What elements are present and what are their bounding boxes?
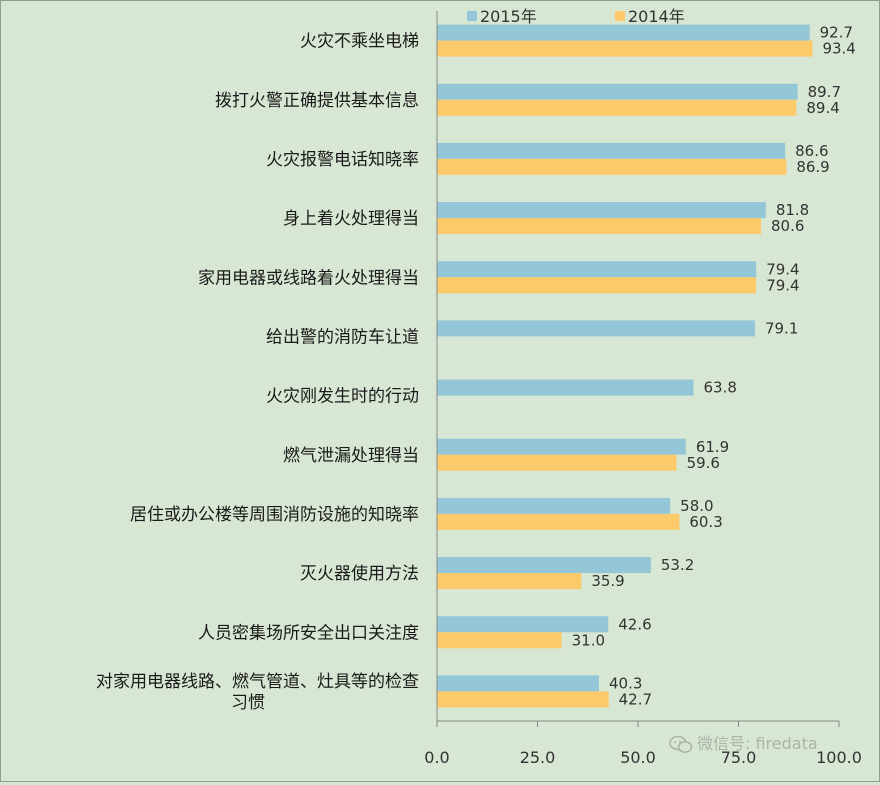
- data-label-series1-6: 63.8: [703, 379, 736, 397]
- data-label-series2-11: 42.7: [619, 690, 652, 708]
- bar-series1-4: [437, 261, 757, 278]
- category-label-9: 灭火器使用方法: [300, 563, 419, 584]
- data-label-series1-11: 40.3: [609, 674, 642, 692]
- bar-series1-2: [437, 142, 786, 159]
- bar-series2-11: [437, 691, 609, 708]
- category-label-4: 家用电器或线路着火处理得当: [198, 268, 419, 288]
- bar-series2-10: [437, 632, 562, 649]
- bar-series1-1: [437, 83, 798, 100]
- legend-label-series2: 2014年: [628, 7, 685, 26]
- bar-series1-10: [437, 616, 609, 633]
- x-tick-label-1: 25.0: [520, 748, 556, 767]
- data-label-series2-4: 79.4: [766, 276, 799, 294]
- data-label-series1-3: 81.8: [776, 201, 809, 219]
- category-label-10: 人员密集场所安全出口关注度: [198, 623, 419, 643]
- data-label-series1-8: 58.0: [680, 497, 713, 515]
- bar-series1-11: [437, 675, 600, 692]
- data-label-series1-0: 92.7: [820, 24, 853, 42]
- bar-series2-8: [437, 513, 680, 530]
- category-label-8: 居住或办公楼等周围消防设施的知晓率: [130, 505, 419, 525]
- category-label-3: 身上着火处理得当: [283, 209, 419, 229]
- legend-swatch-series2: [615, 11, 625, 21]
- legend-swatch-series1: [467, 11, 477, 21]
- x-tick-label-0: 0.0: [424, 748, 449, 767]
- category-label-2: 火灾报警电话知晓率: [266, 150, 419, 170]
- bar-series1-3: [437, 202, 766, 219]
- data-label-series2-3: 80.6: [771, 217, 804, 235]
- data-label-series1-1: 89.7: [808, 83, 841, 101]
- legend-label-series1: 2015年: [480, 7, 537, 26]
- data-label-series2-7: 59.6: [687, 454, 720, 472]
- data-label-series2-0: 93.4: [822, 40, 855, 58]
- category-label-5: 给出警的消防车让道: [266, 327, 419, 347]
- bar-series2-1: [437, 99, 797, 116]
- bar-series1-6: [437, 379, 694, 396]
- data-label-series2-9: 35.9: [591, 572, 624, 590]
- x-tick-label-4: 100.0: [816, 748, 862, 767]
- bar-series2-2: [437, 158, 787, 175]
- category-label-6: 火灾刚发生时的行动: [266, 387, 419, 407]
- x-tick-label-2: 50.0: [620, 748, 656, 767]
- data-label-series1-10: 42.6: [618, 615, 651, 633]
- watermark: 微信号: firedata: [669, 733, 869, 755]
- x-tick-label-3: 75.0: [721, 748, 757, 767]
- wechat-icon: [669, 735, 693, 753]
- category-label-0: 火灾不乘坐电梯: [300, 32, 419, 52]
- data-label-series1-5: 79.1: [765, 319, 798, 337]
- data-label-series2-2: 86.9: [796, 158, 829, 176]
- watermark-text: 微信号: firedata: [697, 734, 818, 753]
- data-label-series1-2: 86.6: [795, 142, 828, 160]
- bar-series1-7: [437, 438, 686, 455]
- bar-series2-4: [437, 277, 757, 294]
- bar-series1-5: [437, 320, 755, 337]
- data-label-series1-7: 61.9: [696, 438, 729, 456]
- bar-series1-8: [437, 497, 671, 514]
- category-label-11-line-0: 对家用电器线路、燃气管道、灶具等的检查: [96, 672, 419, 692]
- bar-series1-0: [437, 24, 810, 41]
- bar-series2-0: [437, 40, 813, 57]
- data-label-series2-8: 60.3: [689, 513, 722, 531]
- category-label-1: 拨打火警正确提供基本信息: [215, 91, 419, 111]
- category-label-11-line-1: 习惯: [231, 693, 265, 713]
- category-label-7: 燃气泄漏处理得当: [283, 446, 419, 466]
- bar-series2-7: [437, 454, 677, 471]
- data-label-series1-4: 79.4: [766, 260, 799, 278]
- bar-series1-9: [437, 557, 651, 574]
- bar-series2-9: [437, 573, 582, 590]
- data-label-series2-1: 89.4: [806, 99, 839, 117]
- data-label-series1-9: 53.2: [661, 556, 694, 574]
- bar-series2-3: [437, 218, 762, 235]
- data-label-series2-10: 31.0: [572, 631, 605, 649]
